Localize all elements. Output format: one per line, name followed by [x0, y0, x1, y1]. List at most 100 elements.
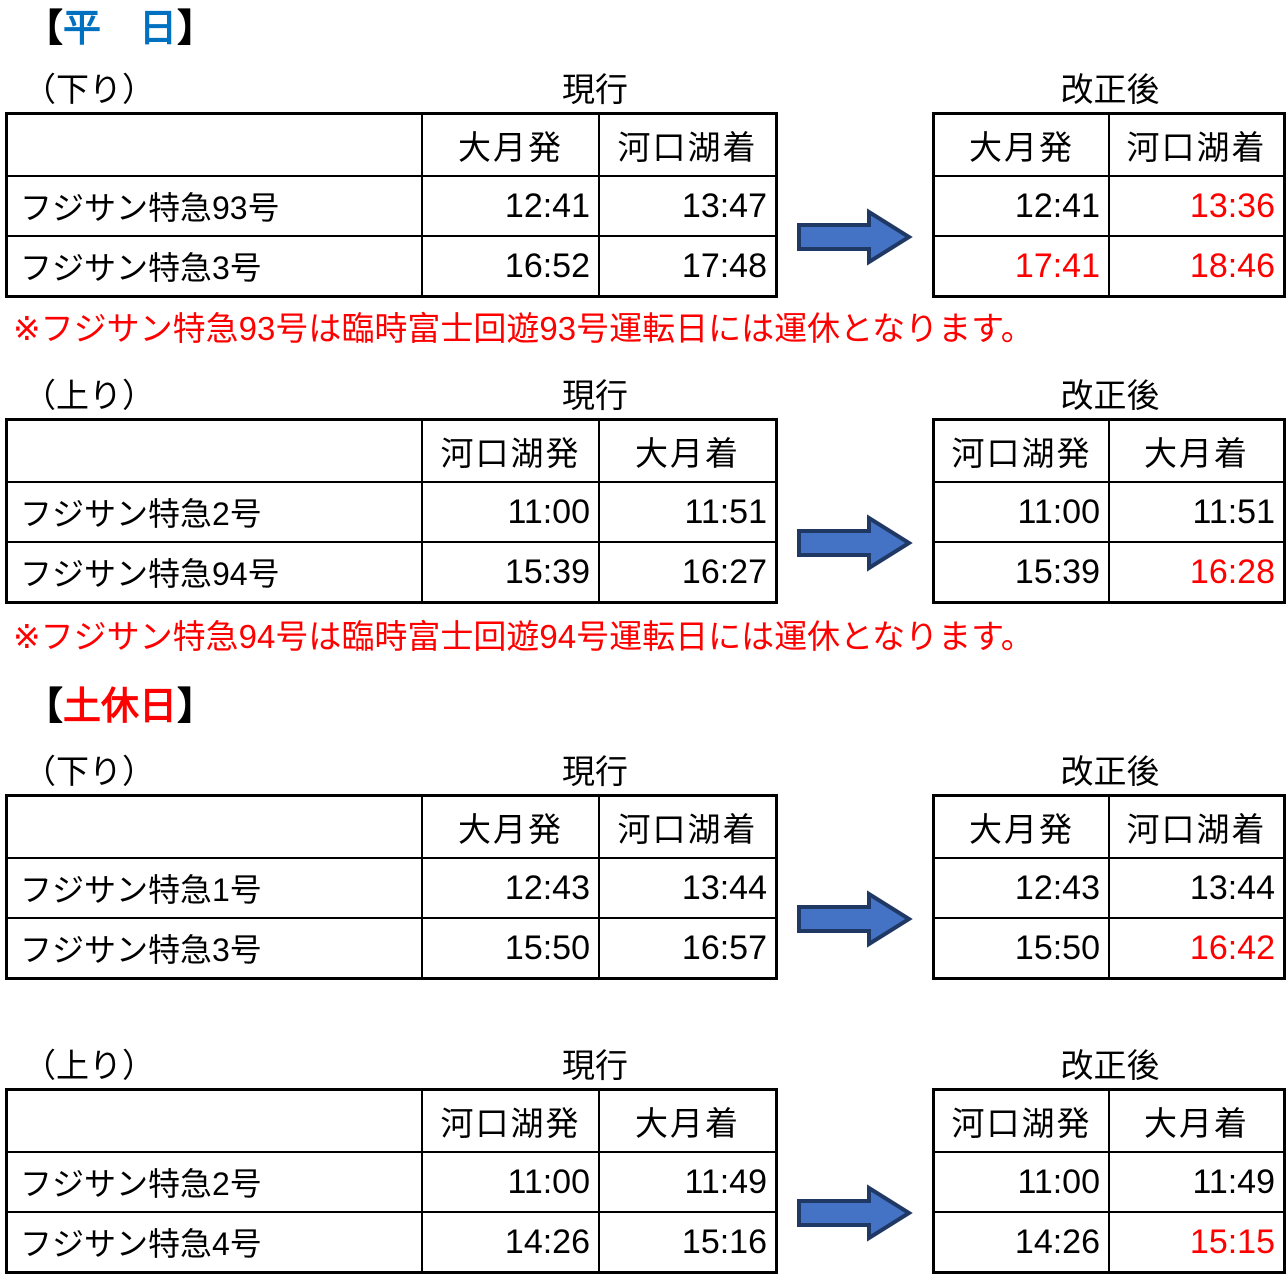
section-labels-row: （下り） 現行 改正後 [5, 750, 1286, 794]
section-labels-row: （上り） 現行 改正後 [5, 374, 1286, 418]
table-header-row: 河口湖発 大月着 [932, 418, 1286, 483]
time-cell: 14:26 [421, 1211, 600, 1274]
current-timetable: 河口湖発 大月着 フジサン特急2号 11:00 11:49 フジサン特急4号 1… [5, 1088, 778, 1274]
section-holiday-up: （上り） 現行 改正後 河口湖発 大月着 フジサン特急2号 11:00 11:4… [5, 1044, 1286, 1274]
direction-label: （上り） [23, 1047, 155, 1084]
table-header-row: 大月発 河口湖着 [932, 112, 1286, 177]
current-label: 現行 [562, 377, 628, 414]
table-row: フジサン特急3号 15:50 16:57 [5, 917, 778, 980]
section-weekday-up: （上り） 現行 改正後 河口湖発 大月着 フジサン特急2号 11:00 11:5… [5, 374, 1286, 658]
table-row: フジサン特急1号 12:43 13:44 [5, 857, 778, 919]
holiday-section-header: 【土休日】 [25, 684, 1286, 730]
table-row: 11:00 11:51 [932, 481, 1286, 543]
current-timetable: 大月発 河口湖着 フジサン特急93号 12:41 13:47 フジサン特急3号 … [5, 112, 778, 298]
time-cell: 15:50 [932, 917, 1110, 980]
section-weekday-down: （下り） 現行 改正後 大月発 河口湖着 フジサン特急93号 12:41 13:… [5, 68, 1286, 350]
bracket-open: 【 [25, 686, 64, 728]
time-cell: 11:51 [598, 481, 778, 543]
tables-row: 河口湖発 大月着 フジサン特急2号 11:00 11:51 フジサン特急94号 … [5, 418, 1286, 604]
time-cell: 17:48 [598, 235, 778, 298]
section-holiday-down: （下り） 現行 改正後 大月発 河口湖着 フジサン特急1号 12:43 13:4… [5, 750, 1286, 980]
arrow-container [778, 890, 932, 948]
time-cell: 11:51 [1108, 481, 1286, 543]
note-text: ※フジサン特急93号は臨時富士回遊93号運転日には運休となります。 [13, 310, 1034, 347]
current-label: 現行 [562, 71, 628, 108]
time-cell: 13:36 [1108, 175, 1286, 237]
time-cell: 12:41 [932, 175, 1110, 237]
table-row: フジサン特急94号 15:39 16:27 [5, 541, 778, 604]
table-row: 17:41 18:46 [932, 235, 1286, 298]
revised-label: 改正後 [1060, 71, 1160, 108]
current-timetable: 河口湖発 大月着 フジサン特急2号 11:00 11:51 フジサン特急94号 … [5, 418, 778, 604]
time-cell: 16:57 [598, 917, 778, 980]
direction-label: （下り） [23, 71, 155, 108]
table-header-row: 大月発 河口湖着 [5, 794, 778, 859]
time-cell: 13:47 [598, 175, 778, 237]
train-name: フジサン特急3号 [5, 917, 423, 980]
table-header-row: 河口湖発 大月着 [5, 418, 778, 483]
table-row: 12:41 13:36 [932, 175, 1286, 237]
time-cell: 14:26 [932, 1211, 1110, 1274]
tables-row: 河口湖発 大月着 フジサン特急2号 11:00 11:49 フジサン特急4号 1… [5, 1088, 1286, 1274]
column-header: 河口湖発 [932, 418, 1110, 483]
column-header: 大月発 [421, 112, 600, 177]
section-labels-row: （上り） 現行 改正後 [5, 1044, 1286, 1088]
train-name: フジサン特急3号 [5, 235, 423, 298]
column-header: 大月発 [421, 794, 600, 859]
bracket-open: 【 [25, 8, 64, 50]
time-cell: 16:27 [598, 541, 778, 604]
column-header: 河口湖着 [598, 112, 778, 177]
train-name: フジサン特急4号 [5, 1211, 423, 1274]
direction-label: （上り） [23, 377, 155, 414]
time-cell: 12:43 [932, 857, 1110, 919]
time-cell: 12:43 [421, 857, 600, 919]
table-header-row: 河口湖発 大月着 [932, 1088, 1286, 1153]
column-header: 大月発 [932, 112, 1110, 177]
time-cell: 12:41 [421, 175, 600, 237]
right-arrow-icon [797, 208, 913, 266]
arrow-container [778, 1184, 932, 1242]
weekday-section-header: 【平 日】 [25, 0, 1286, 52]
column-header: 河口湖着 [1108, 112, 1286, 177]
time-cell: 11:00 [932, 1151, 1110, 1213]
current-label: 現行 [562, 1047, 628, 1084]
table-header-row: 河口湖発 大月着 [5, 1088, 778, 1153]
column-header: 大月発 [932, 794, 1110, 859]
arrow-container [778, 208, 932, 266]
tables-row: 大月発 河口湖着 フジサン特急1号 12:43 13:44 フジサン特急3号 1… [5, 794, 1286, 980]
train-name: フジサン特急1号 [5, 857, 423, 919]
holiday-label: 土休日 [63, 686, 178, 728]
table-row: フジサン特急93号 12:41 13:47 [5, 175, 778, 237]
arrow-container [778, 514, 932, 572]
empty-header-cell [5, 794, 423, 859]
column-header: 河口湖発 [421, 418, 600, 483]
train-name: フジサン特急93号 [5, 175, 423, 237]
time-cell: 16:52 [421, 235, 600, 298]
train-name: フジサン特急2号 [5, 1151, 423, 1213]
right-arrow-icon [797, 514, 913, 572]
table-row: 14:26 15:15 [932, 1211, 1286, 1274]
table-row: 11:00 11:49 [932, 1151, 1286, 1213]
table-row: 12:43 13:44 [932, 857, 1286, 919]
current-label: 現行 [562, 753, 628, 790]
empty-header-cell [5, 418, 423, 483]
weekday-label: 平 日 [63, 8, 178, 50]
revised-label: 改正後 [1060, 753, 1160, 790]
train-name: フジサン特急94号 [5, 541, 423, 604]
table-row: フジサン特急2号 11:00 11:49 [5, 1151, 778, 1213]
time-cell: 15:50 [421, 917, 600, 980]
time-cell: 16:42 [1108, 917, 1286, 980]
column-header: 大月着 [598, 1088, 778, 1153]
table-row: 15:39 16:28 [932, 541, 1286, 604]
empty-header-cell [5, 112, 423, 177]
time-cell: 15:16 [598, 1211, 778, 1274]
time-cell: 11:00 [932, 481, 1110, 543]
empty-header-cell [5, 1088, 423, 1153]
table-row: フジサン特急2号 11:00 11:51 [5, 481, 778, 543]
time-cell: 13:44 [1108, 857, 1286, 919]
column-header: 河口湖発 [932, 1088, 1110, 1153]
time-cell: 16:28 [1108, 541, 1286, 604]
column-header: 大月着 [1108, 418, 1286, 483]
time-cell: 11:00 [421, 481, 600, 543]
